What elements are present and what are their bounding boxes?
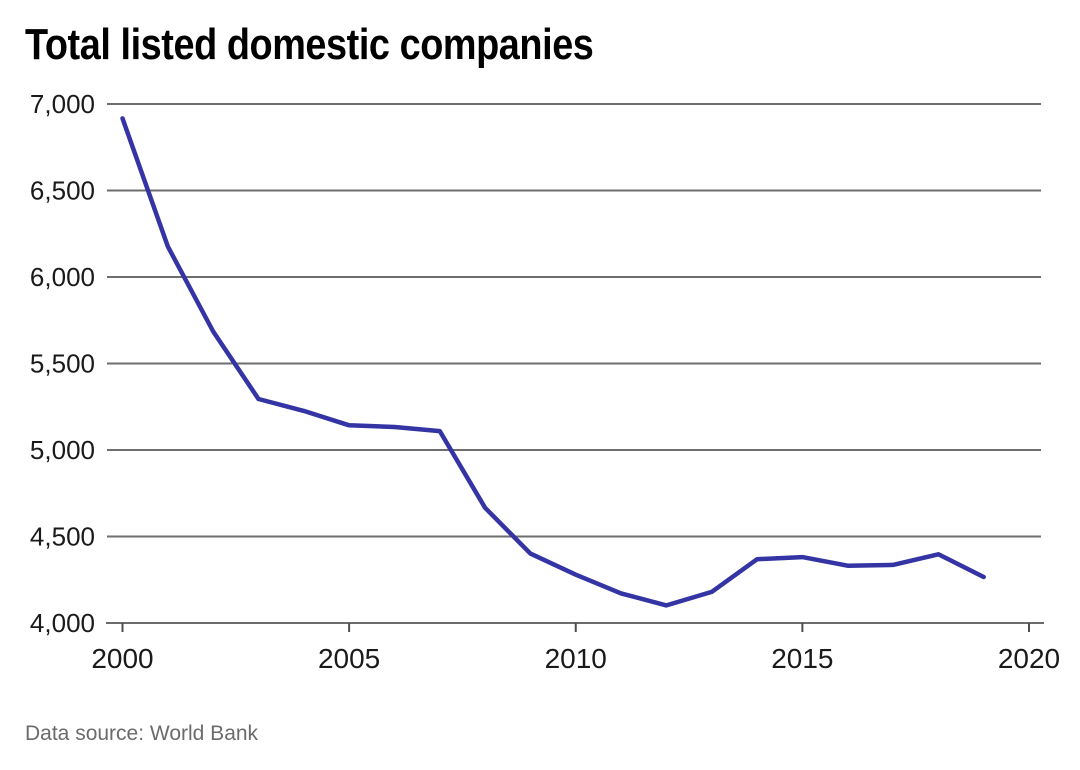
y-axis-label: 6,000 bbox=[30, 262, 95, 292]
y-axis-label: 6,500 bbox=[30, 176, 95, 206]
y-axis-label: 4,500 bbox=[30, 522, 95, 552]
y-axis-label: 7,000 bbox=[30, 89, 95, 119]
x-axis-label: 2005 bbox=[318, 643, 380, 674]
y-axis-label: 4,000 bbox=[30, 608, 95, 638]
y-axis-label: 5,000 bbox=[30, 435, 95, 465]
x-axis-label: 2020 bbox=[998, 643, 1060, 674]
line-chart-svg: 4,000 4,500 5,000 5,500 6,000 6,500 7,000 2000 2… bbox=[30, 89, 1060, 674]
data-line bbox=[120, 116, 986, 608]
data-source-note: Data source: World Bank bbox=[25, 722, 259, 745]
x-axis-label: 2010 bbox=[545, 643, 607, 674]
x-axis-label: 2015 bbox=[771, 643, 833, 674]
x-axis-label: 2000 bbox=[91, 643, 153, 674]
chart-title: Total listed domestic companies bbox=[25, 20, 594, 69]
y-axis-label: 5,500 bbox=[30, 349, 95, 379]
